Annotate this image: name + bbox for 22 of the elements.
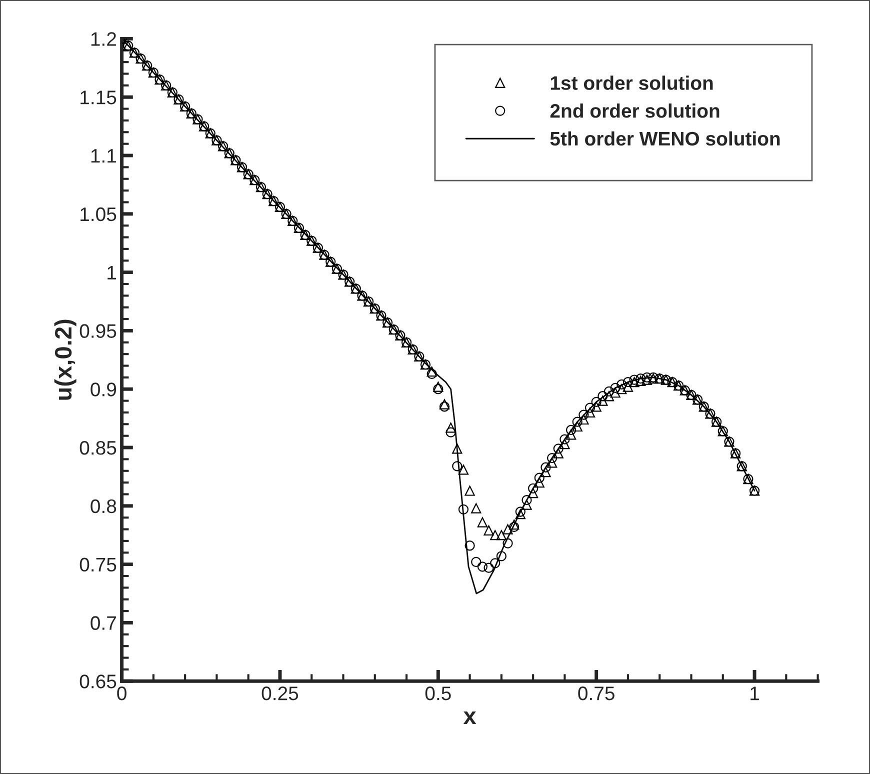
legend-label: 1st order solution (550, 76, 713, 90)
y-tick-label: 1 (108, 266, 116, 280)
y-tick-label: 0.75 (80, 558, 116, 572)
x-tick-label: 0 (117, 686, 126, 700)
y-tick-label: 0.7 (90, 616, 116, 630)
legend-label: 5th order WENO solution (550, 131, 780, 146)
y-tick-label: 0.95 (80, 324, 116, 338)
y-tick-label: 0.8 (90, 499, 116, 514)
y-tick-label: 1.2 (91, 32, 116, 46)
x-tick-label: 0.75 (578, 686, 614, 700)
y-axis-title: u(x,0.2) (54, 320, 76, 400)
y-tick-label: 1.15 (80, 90, 116, 104)
x-axis-title: x (463, 712, 476, 724)
y-tick-label: 0.9 (90, 382, 116, 396)
x-tick-label: 0.5 (425, 686, 451, 700)
y-tick-label: 0.85 (80, 440, 116, 455)
y-tick-label: 1.05 (80, 207, 116, 222)
legend-label: 2nd order solution (550, 103, 720, 118)
y-tick-label: 1.1 (91, 149, 116, 163)
x-tick-label: 0.25 (262, 686, 298, 700)
y-tick-label: 0.65 (80, 674, 116, 688)
x-tick-label: 1 (750, 686, 759, 700)
